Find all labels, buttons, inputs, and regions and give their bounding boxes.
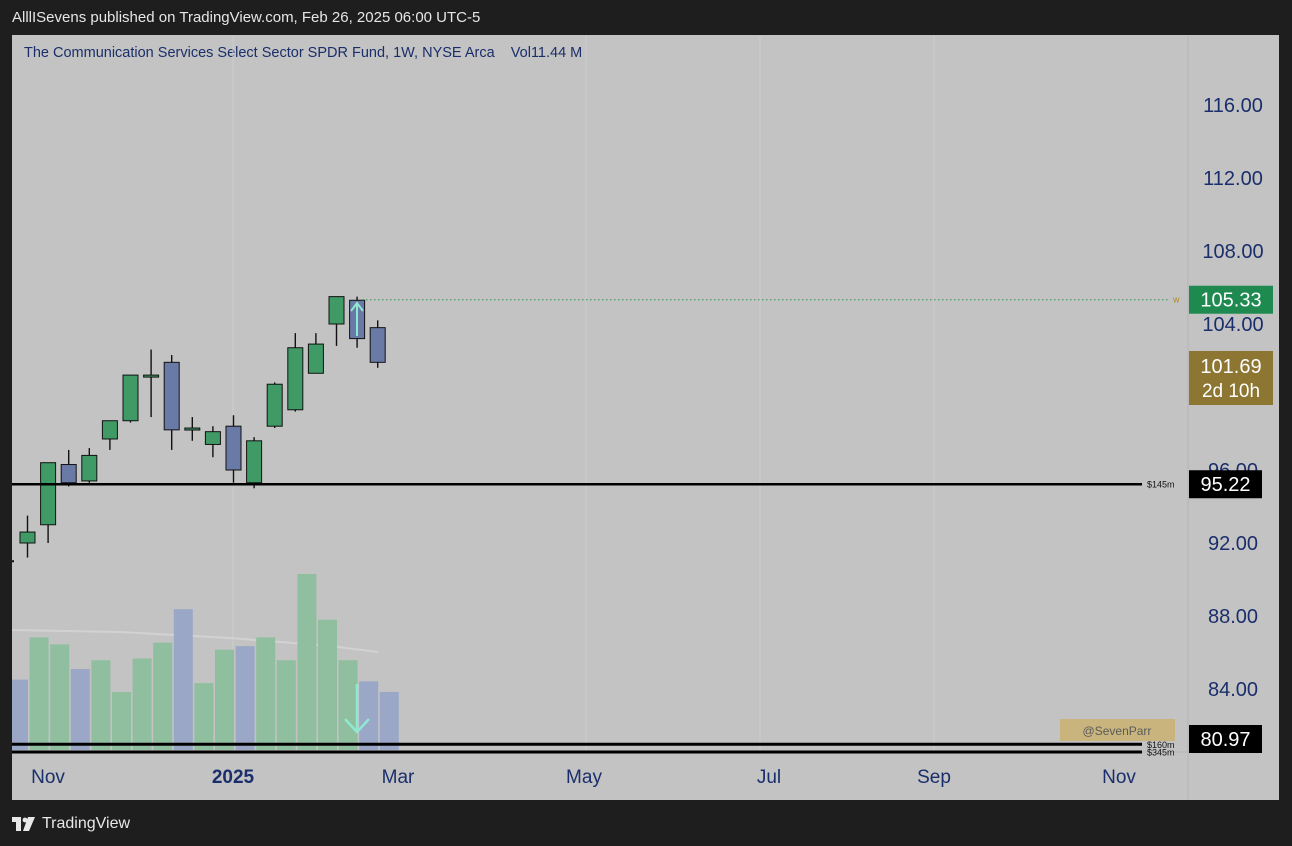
candle-body[interactable] <box>328 296 345 325</box>
volume-bar <box>12 679 28 750</box>
volume-label: Vol <box>510 45 531 61</box>
tradingview-logo-icon[interactable] <box>12 817 36 831</box>
arrow-up-icon <box>350 301 364 336</box>
candle-body[interactable] <box>19 531 36 544</box>
last-price-tag: 101.69 <box>1200 356 1261 378</box>
y-tick-label: 104.00 <box>1202 314 1263 336</box>
x-tick-label: May <box>566 767 602 788</box>
candle-body[interactable] <box>204 431 221 445</box>
candle-body[interactable] <box>40 462 57 526</box>
volume-bar <box>338 660 358 750</box>
volume-bar <box>297 574 317 750</box>
volume-value: 11.44 M <box>530 45 583 61</box>
candle-body[interactable] <box>101 420 118 440</box>
candle-body[interactable] <box>307 343 324 374</box>
y-tick-label: 88.00 <box>1208 606 1258 628</box>
volume-bar <box>153 642 173 750</box>
volume-bar <box>91 660 111 750</box>
high-price-tag-bg <box>1189 285 1273 314</box>
candle-body[interactable] <box>184 427 201 431</box>
volume-bar <box>194 683 214 750</box>
candle-body[interactable] <box>60 464 77 484</box>
x-tick-label: Jul <box>757 767 781 788</box>
candle-body[interactable] <box>266 383 283 427</box>
volume-bar <box>70 669 90 750</box>
y-tick-label: 92.00 <box>1208 533 1258 555</box>
volume-bar <box>173 609 193 750</box>
volume-bar <box>359 681 379 750</box>
watermark-text: @SevenParr <box>1083 724 1152 738</box>
candle-body[interactable] <box>225 425 242 471</box>
volume-bar <box>50 644 70 750</box>
candle-body[interactable] <box>287 347 304 411</box>
x-tick-label: Sep <box>917 767 951 788</box>
countdown-tag: 2d 10h <box>1202 381 1260 402</box>
candle-body[interactable] <box>122 374 139 422</box>
level-price-tag-bg <box>1189 725 1262 753</box>
arrow-down-icon <box>344 684 370 734</box>
footer: TradingView <box>12 812 130 836</box>
volume-bar <box>235 646 255 750</box>
y-tick-label: 116.00 <box>1203 95 1263 117</box>
candle-body[interactable] <box>143 374 160 378</box>
volume-bar <box>215 649 234 750</box>
x-tick-label: 2025 <box>212 767 255 788</box>
level-label: $345m <box>1147 747 1175 757</box>
volume-bar <box>379 691 399 750</box>
candle-body[interactable] <box>369 327 386 363</box>
candle-body[interactable] <box>246 440 263 484</box>
y-tick-label: 112.00 <box>1203 168 1263 190</box>
y-tick-label: 84.00 <box>1208 679 1258 701</box>
volume-bar <box>132 658 152 750</box>
level-price-tag: 95.22 <box>1200 474 1250 496</box>
volume-bar <box>112 691 131 750</box>
watermark-box <box>1060 719 1175 741</box>
candle-body[interactable] <box>81 454 98 482</box>
volume-bar <box>276 660 296 750</box>
x-tick-label: Mar <box>382 767 415 788</box>
volume-bar <box>256 637 276 750</box>
volume-bar <box>29 637 49 750</box>
chart-legend: The Communication Services Select Sector… <box>24 45 582 61</box>
x-tick-label: Nov <box>31 767 65 788</box>
high-line-marker: w <box>1172 295 1180 305</box>
level-label: $160m <box>1147 740 1175 750</box>
level-label: $145m <box>1147 480 1175 490</box>
volume-ma-line <box>11 629 379 653</box>
high-price-tag: 105.33 <box>1200 290 1261 312</box>
last-price-tag-bg <box>1189 351 1273 405</box>
level-price-tag: 80.97 <box>1200 729 1250 751</box>
volume-bar <box>318 619 337 750</box>
publish-text: AlllISevens published on TradingView.com… <box>12 9 481 26</box>
chart-title: The Communication Services Select Sector… <box>24 45 495 61</box>
publish-header: AlllISevens published on TradingView.com… <box>0 0 1292 36</box>
candle-body[interactable] <box>163 361 180 431</box>
x-tick-label: Nov <box>1102 767 1136 788</box>
level-price-tag-bg <box>1189 470 1262 499</box>
footer-brand[interactable]: TradingView <box>42 815 131 832</box>
y-tick-label: 108.00 <box>1202 241 1263 263</box>
